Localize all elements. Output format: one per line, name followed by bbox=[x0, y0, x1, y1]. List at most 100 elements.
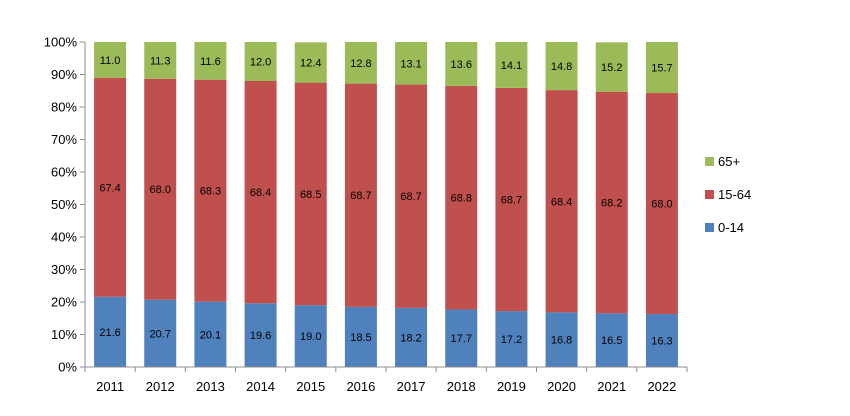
legend-label-65+: 65+ bbox=[718, 154, 740, 169]
bar-65+-2021 bbox=[595, 42, 628, 92]
data-label-65+-2021: 15.2 bbox=[601, 62, 622, 74]
legend-label-15-64: 15-64 bbox=[718, 187, 751, 202]
bar-15-64-2016 bbox=[344, 83, 377, 307]
bar-65+-2013 bbox=[194, 42, 227, 80]
data-label-0-14-2019: 17.2 bbox=[501, 334, 522, 346]
bar-65+-2015 bbox=[294, 42, 327, 83]
data-label-15-64-2020: 68.4 bbox=[551, 196, 572, 208]
x-tick-label: 2017 bbox=[397, 379, 426, 394]
x-tick-label: 2020 bbox=[547, 379, 576, 394]
bar-15-64-2011 bbox=[94, 77, 127, 297]
bar-0-14-2019 bbox=[495, 311, 528, 367]
legend-swatch-15-64 bbox=[705, 190, 714, 199]
bar-15-64-2014 bbox=[244, 81, 277, 304]
data-label-15-64-2012: 68.0 bbox=[150, 184, 171, 196]
y-tick-label: 80% bbox=[51, 100, 77, 115]
data-label-0-14-2014: 19.6 bbox=[250, 330, 271, 342]
data-label-0-14-2013: 20.1 bbox=[200, 329, 221, 341]
bar-65+-2020 bbox=[545, 42, 578, 91]
bar-15-64-2018 bbox=[445, 85, 478, 310]
bar-65+-2017 bbox=[395, 42, 428, 85]
x-tick-label: 2016 bbox=[346, 379, 375, 394]
data-label-15-64-2019: 68.7 bbox=[501, 194, 522, 206]
data-label-65+-2017: 13.1 bbox=[400, 58, 421, 70]
bar-15-64-2015 bbox=[294, 82, 327, 306]
data-label-65+-2013: 11.6 bbox=[200, 56, 221, 68]
bar-15-64-2012 bbox=[144, 78, 177, 300]
bar-15-64-2021 bbox=[595, 91, 628, 314]
x-tick-label: 2021 bbox=[597, 379, 626, 394]
x-tick-label: 2022 bbox=[647, 379, 676, 394]
y-tick-label: 90% bbox=[51, 67, 77, 82]
y-tick-label: 30% bbox=[51, 262, 77, 277]
data-label-15-64-2022: 68.0 bbox=[651, 199, 672, 211]
y-tick-label: 100% bbox=[44, 35, 78, 50]
bar-15-64-2017 bbox=[395, 84, 428, 308]
bar-0-14-2020 bbox=[545, 312, 578, 367]
data-label-0-14-2018: 17.7 bbox=[451, 333, 472, 345]
data-label-65+-2020: 14.8 bbox=[551, 61, 572, 73]
y-tick-label: 10% bbox=[51, 327, 77, 342]
data-label-65+-2012: 11.3 bbox=[150, 55, 171, 67]
bar-15-64-2013 bbox=[194, 79, 227, 302]
x-tick-label: 2015 bbox=[296, 379, 325, 394]
bar-0-14-2011 bbox=[94, 296, 127, 367]
bar-65+-2012 bbox=[144, 42, 177, 79]
bar-0-14-2013 bbox=[194, 301, 227, 367]
bar-65+-2016 bbox=[344, 42, 377, 84]
data-label-0-14-2022: 16.3 bbox=[651, 336, 672, 348]
data-label-65+-2022: 15.7 bbox=[651, 63, 672, 75]
data-label-65+-2014: 12.0 bbox=[250, 57, 271, 69]
data-label-65+-2018: 13.6 bbox=[451, 59, 472, 71]
y-tick-label: 50% bbox=[51, 197, 77, 212]
data-label-65+-2015: 12.4 bbox=[300, 57, 321, 69]
y-tick-label: 40% bbox=[51, 230, 77, 245]
x-tick-label: 2019 bbox=[497, 379, 526, 394]
x-tick-label: 2014 bbox=[246, 379, 275, 394]
data-label-15-64-2015: 68.5 bbox=[300, 189, 321, 201]
bar-0-14-2017 bbox=[395, 307, 428, 367]
data-label-15-64-2011: 67.4 bbox=[99, 182, 120, 194]
data-label-65+-2011: 11.0 bbox=[100, 55, 121, 67]
data-label-65+-2016: 12.8 bbox=[350, 58, 371, 70]
x-tick-label: 2012 bbox=[146, 379, 175, 394]
bar-0-14-2012 bbox=[144, 299, 177, 367]
bar-0-14-2018 bbox=[445, 309, 478, 367]
bar-65+-2022 bbox=[645, 42, 678, 94]
bar-65+-2018 bbox=[445, 42, 478, 86]
bar-65+-2011 bbox=[94, 42, 127, 78]
data-label-15-64-2017: 68.7 bbox=[400, 191, 421, 203]
x-tick-label: 2018 bbox=[447, 379, 476, 394]
data-label-0-14-2020: 16.8 bbox=[551, 335, 572, 347]
bar-65+-2014 bbox=[244, 42, 277, 81]
bar-15-64-2019 bbox=[495, 87, 528, 312]
data-label-15-64-2013: 68.3 bbox=[200, 186, 221, 198]
data-label-0-14-2015: 19.0 bbox=[300, 331, 321, 343]
legend-label-0-14: 0-14 bbox=[718, 220, 744, 235]
bar-0-14-2016 bbox=[344, 306, 377, 367]
legend-swatch-0-14 bbox=[705, 223, 714, 232]
y-tick-label: 70% bbox=[51, 132, 77, 147]
bar-0-14-2021 bbox=[595, 313, 628, 367]
y-tick-label: 60% bbox=[51, 165, 77, 180]
data-label-0-14-2021: 16.5 bbox=[601, 335, 622, 347]
y-tick-label: 20% bbox=[51, 295, 77, 310]
bar-0-14-2022 bbox=[645, 314, 678, 367]
data-label-0-14-2011: 21.6 bbox=[99, 327, 120, 339]
bar-15-64-2020 bbox=[545, 90, 578, 313]
bar-15-64-2022 bbox=[645, 93, 678, 315]
data-label-15-64-2016: 68.7 bbox=[350, 190, 371, 202]
bar-65+-2019 bbox=[495, 42, 528, 88]
bar-0-14-2015 bbox=[294, 305, 327, 367]
x-tick-label: 2011 bbox=[96, 379, 124, 394]
x-tick-label: 2013 bbox=[196, 379, 225, 394]
data-label-0-14-2017: 18.2 bbox=[400, 332, 421, 344]
bar-0-14-2014 bbox=[244, 303, 277, 367]
legend-swatch-65+ bbox=[705, 157, 714, 166]
data-label-15-64-2021: 68.2 bbox=[601, 198, 622, 210]
data-label-15-64-2014: 68.4 bbox=[250, 187, 271, 199]
data-label-15-64-2018: 68.8 bbox=[451, 193, 472, 205]
y-tick-label: 0% bbox=[58, 360, 77, 375]
data-label-0-14-2016: 18.5 bbox=[350, 332, 371, 344]
